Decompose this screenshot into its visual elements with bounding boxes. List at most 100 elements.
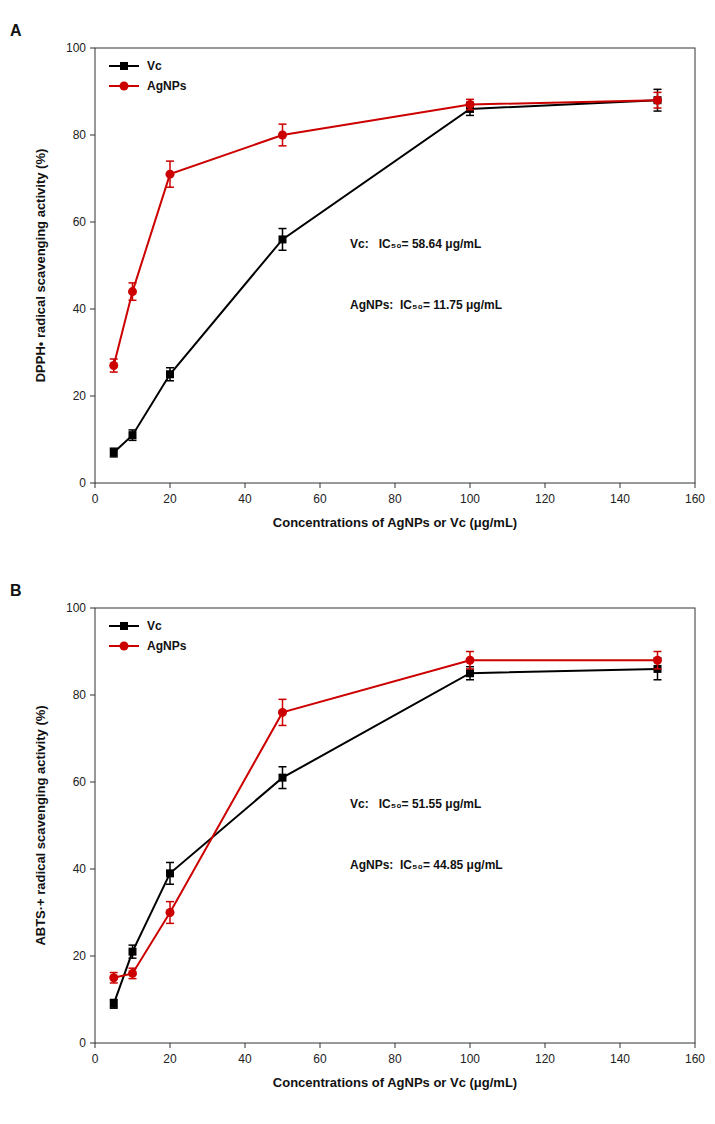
x-tick-label: 20 (163, 1052, 177, 1066)
error-cap (654, 679, 662, 681)
annotation: AgNPs: IC₅₀= 44.85 μg/mL (350, 858, 503, 872)
x-tick (95, 483, 96, 488)
error-cap (279, 250, 287, 252)
error-bar (110, 1000, 118, 1009)
data-point (166, 370, 174, 378)
y-tick (90, 1043, 95, 1044)
x-tick (320, 483, 321, 488)
x-tick-label: 60 (313, 1052, 327, 1066)
series-line (114, 100, 658, 365)
y-tick (90, 309, 95, 310)
y-tick (90, 956, 95, 957)
x-tick-label: 80 (388, 492, 402, 506)
x-tick-label: 0 (92, 1052, 99, 1066)
y-tick-label: 0 (79, 476, 86, 490)
error-cap (129, 978, 137, 980)
x-tick-label: 40 (238, 492, 252, 506)
error-cap (654, 668, 662, 670)
data-point (109, 361, 118, 370)
error-cap (166, 923, 174, 925)
data-point (466, 100, 475, 109)
error-cap (466, 109, 474, 111)
error-cap (129, 429, 137, 431)
legend-item: AgNPs (109, 79, 187, 93)
error-cap (654, 110, 662, 112)
y-tick (90, 396, 95, 397)
error-cap (166, 883, 174, 885)
x-tick (395, 483, 396, 488)
error-bar (110, 448, 118, 457)
y-tick-label: 80 (73, 688, 87, 702)
x-tick-label: 20 (163, 492, 177, 506)
data-point (278, 708, 287, 717)
error-cap (129, 300, 137, 302)
figure: 020406080100120140160020406080100Concent… (0, 0, 715, 1124)
y-tick-label: 60 (73, 775, 87, 789)
x-tick-label: 80 (388, 1052, 402, 1066)
x-axis-label: Concentrations of AgNPs or Vc (μg/mL) (273, 515, 517, 530)
error-cap (466, 651, 474, 653)
error-cap (279, 766, 287, 768)
error-cap (279, 228, 287, 230)
data-point (129, 948, 137, 956)
error-cap (279, 145, 287, 147)
x-tick (545, 1043, 546, 1048)
error-cap (110, 371, 118, 373)
legend-item: AgNPs (109, 639, 187, 653)
data-point (166, 170, 175, 179)
error-bar (654, 92, 662, 108)
x-tick (545, 483, 546, 488)
error-cap (129, 967, 137, 969)
error-bar (654, 652, 662, 669)
error-cap (279, 725, 287, 727)
x-tick (170, 483, 171, 488)
x-tick-label: 0 (92, 492, 99, 506)
x-tick-label: 140 (610, 492, 630, 506)
panel: 020406080100120140160020406080100Concent… (10, 582, 705, 1090)
error-cap (279, 123, 287, 125)
x-tick (695, 483, 696, 488)
legend: VcAgNPs (109, 59, 187, 93)
error-bar (466, 667, 474, 680)
panel: 020406080100120140160020406080100Concent… (10, 22, 705, 530)
x-tick (470, 1043, 471, 1048)
error-cap (110, 982, 118, 984)
error-cap (654, 651, 662, 653)
x-tick (170, 1043, 171, 1048)
y-tick-label: 20 (73, 389, 87, 403)
y-tick-label: 0 (79, 1036, 86, 1050)
y-tick-label: 20 (73, 949, 87, 963)
x-tick (620, 1043, 621, 1048)
error-bar (129, 430, 137, 440)
x-tick (95, 1043, 96, 1048)
plot-frame (95, 608, 695, 1043)
error-bar (466, 99, 474, 109)
data-group (109, 652, 662, 1009)
error-cap (166, 862, 174, 864)
legend: Vc AgNPs (109, 619, 187, 653)
y-tick-label: 40 (73, 302, 87, 316)
y-tick (90, 782, 95, 783)
x-tick-label: 60 (313, 492, 327, 506)
error-cap (279, 788, 287, 790)
error-cap (110, 972, 118, 974)
annotation: Vc: IC₅₀= 51.55 μg/mL (350, 797, 481, 811)
error-bar (166, 862, 174, 884)
y-axis-label: DPPH• radical scavenging activity (%) (33, 149, 48, 383)
panel-label: A (10, 22, 22, 39)
y-axis-label: ABTS·+ radical scavenging activity (%) (33, 705, 48, 945)
data-point (279, 774, 287, 782)
legend-label: AgNPs (147, 639, 187, 653)
data-group (109, 89, 662, 457)
error-cap (654, 107, 662, 109)
data-point (166, 869, 174, 877)
x-tick-label: 140 (610, 1052, 630, 1066)
data-point (128, 287, 137, 296)
series-line (114, 669, 658, 1004)
y-tick (90, 222, 95, 223)
error-bar (654, 89, 662, 111)
x-tick (695, 1043, 696, 1048)
annotation: Vc: IC₅₀= 58.64 μg/mL (350, 237, 481, 251)
data-point (653, 656, 662, 665)
legend-label: Vc (147, 619, 162, 633)
